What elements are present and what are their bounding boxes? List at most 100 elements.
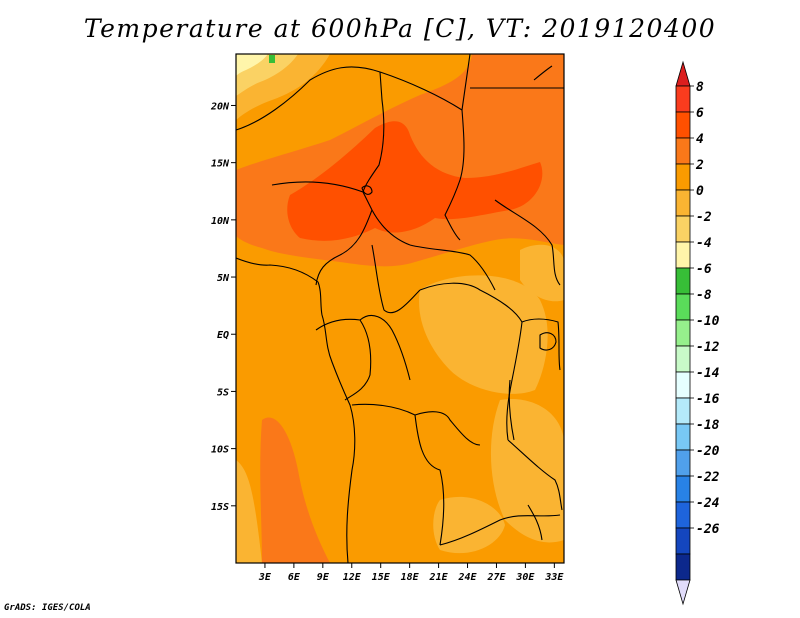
country-borders xyxy=(236,54,564,563)
grads-credit: GrADS: IGES/COLA xyxy=(4,603,91,613)
border-nigeria-cameroon xyxy=(315,209,373,286)
red-sea-coast xyxy=(533,65,553,81)
colorbar-label: -10 xyxy=(696,314,720,329)
lon-tick-label: 6E xyxy=(288,572,301,583)
field-coldest-northwest xyxy=(236,54,268,76)
colorbar-swatch xyxy=(675,553,691,581)
lon-tick-label: 3E xyxy=(258,572,272,583)
lat-tick-label: 5S xyxy=(217,387,229,398)
lon-tick-label: 27E xyxy=(486,572,506,583)
colorbar-swatch xyxy=(675,319,691,347)
lon-tick-label: 15E xyxy=(372,572,391,583)
border-chad-sudan xyxy=(444,109,465,241)
border-cameroon-car xyxy=(371,244,421,314)
colorbar-swatch xyxy=(675,397,691,425)
coastline-west xyxy=(236,257,356,563)
colorbar-label: -24 xyxy=(696,496,720,511)
colorbar-swatch xyxy=(675,449,691,477)
lat-tick-label: 10S xyxy=(211,445,229,456)
border-niger-nigeria xyxy=(271,181,411,246)
colorbar-label: -16 xyxy=(696,392,720,407)
lake-victoria xyxy=(539,332,557,351)
border-sudan-ethiopia xyxy=(494,199,561,286)
colorbar-label: -2 xyxy=(696,210,712,225)
field-cool-southcentral xyxy=(433,496,505,554)
colorbar-label: 0 xyxy=(696,184,704,199)
lat-tick-label: 5N xyxy=(217,273,230,284)
colorbar-label: -14 xyxy=(696,366,720,381)
colorbar xyxy=(675,60,694,606)
temperature-field xyxy=(236,54,564,563)
colorbar-swatch xyxy=(675,423,691,451)
lake-tanganyika xyxy=(508,379,515,441)
border-southsudan-drc xyxy=(419,282,523,323)
colorbar-label: -26 xyxy=(696,522,720,537)
colorbar-swatch xyxy=(675,527,691,555)
field-cool-southwest xyxy=(236,460,262,563)
colorbar-label: -20 xyxy=(696,444,720,459)
border-kenya-uganda xyxy=(521,318,561,371)
border-sahara-west xyxy=(236,66,381,131)
colorbar-label: 4 xyxy=(696,132,704,147)
colorbar-swatch xyxy=(675,137,691,165)
colorbar-swatch xyxy=(675,475,691,503)
lon-tick-label: 21E xyxy=(429,572,449,583)
colorbar-top-arrow xyxy=(675,60,691,87)
colorbar-swatch xyxy=(675,163,691,191)
border-mali-niger xyxy=(362,71,385,193)
field-cool-east-north xyxy=(520,244,564,302)
colorbar-swatch xyxy=(675,345,691,373)
colorbar-labels: 8 6 4 2 0 -2 -4 -6 -8 -10 -12 -14 -16 -18 -20 -22 -24 -26 xyxy=(695,80,720,537)
colorbar-label: -12 xyxy=(696,340,720,355)
border-congo xyxy=(315,318,372,401)
axis-ticks xyxy=(231,104,555,568)
lat-tick-label: EQ xyxy=(217,330,229,341)
lon-tick-label: 30E xyxy=(515,572,535,583)
border-niger-chad xyxy=(379,54,471,111)
colorbar-swatch xyxy=(675,293,691,321)
colorbar-label: -8 xyxy=(696,288,712,303)
lon-tick-label: 12E xyxy=(343,572,362,583)
border-drc-angola xyxy=(351,403,481,446)
lon-tick-label: 18E xyxy=(401,572,420,583)
map-title: Temperature at 600hPa [C], VT: 201912040… xyxy=(83,14,717,43)
plot-frame xyxy=(235,53,565,564)
field-warm-southwest xyxy=(260,417,330,563)
colorbar-label: -18 xyxy=(696,418,720,433)
field-hot-core xyxy=(287,121,543,241)
colorbar-bottom-arrow xyxy=(675,579,691,606)
colorbar-label: -6 xyxy=(696,262,712,277)
lon-tick-label: 33E xyxy=(544,572,564,583)
latitude-labels: 20N 15N 10N 5N EQ 5S 10S 15S xyxy=(210,101,230,512)
field-cool-east-south xyxy=(490,399,564,543)
lat-tick-label: 15N xyxy=(211,159,230,170)
colorbar-swatch xyxy=(675,371,691,399)
border-drc-east xyxy=(506,321,523,441)
colorbar-swatch xyxy=(675,267,691,295)
field-green-spot xyxy=(269,55,275,63)
border-zambia-south xyxy=(439,514,561,546)
colorbar-label: -4 xyxy=(696,236,712,251)
colorbar-label: 6 xyxy=(696,106,704,121)
lake-chad xyxy=(361,185,373,195)
colorbar-label: 8 xyxy=(696,80,704,95)
lat-tick-label: 10N xyxy=(211,216,230,227)
lake-malawi xyxy=(527,504,543,541)
colorbar-swatch xyxy=(675,111,691,139)
border-car-sudan xyxy=(409,244,496,291)
border-angola-zambia xyxy=(414,414,445,546)
colorbar-swatch xyxy=(675,501,691,529)
border-drc-west xyxy=(359,315,411,381)
lon-tick-label: 9E xyxy=(317,572,330,583)
colorbar-swatch xyxy=(675,85,691,113)
border-tanzania xyxy=(507,439,563,511)
colorbar-swatch xyxy=(675,215,691,243)
colorbar-swatch xyxy=(675,241,691,269)
lat-tick-label: 15S xyxy=(211,502,229,513)
colorbar-swatch xyxy=(675,189,691,217)
longitude-labels: 3E 6E 9E 12E 15E 18E 21E 24E 27E 30E 33E xyxy=(258,572,564,583)
lon-tick-label: 24E xyxy=(457,572,477,583)
colorbar-label: -22 xyxy=(696,470,720,485)
lat-tick-label: 20N xyxy=(210,101,230,112)
